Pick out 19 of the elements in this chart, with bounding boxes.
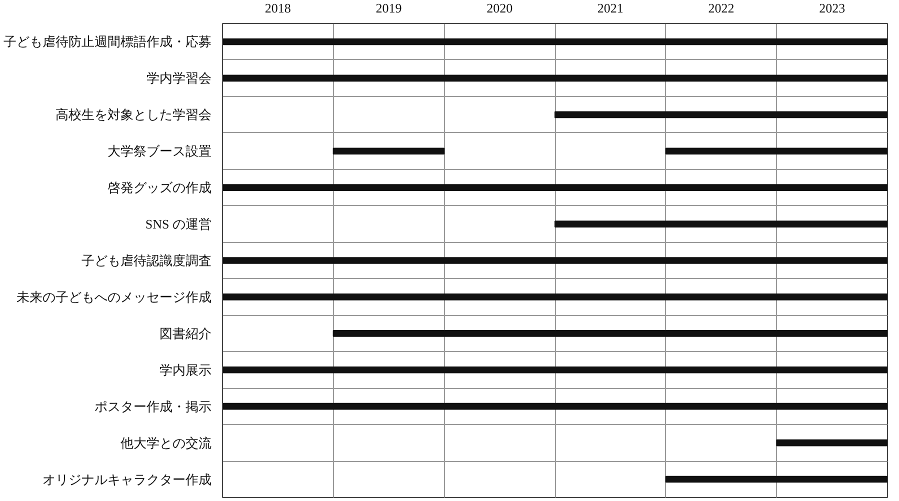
y-tick-label: 大学祭ブース設置 <box>108 144 212 159</box>
y-tick-label: 啓発グッズの作成 <box>108 180 212 196</box>
x-tick-label: 2021 <box>597 0 624 16</box>
x-tick-label: 2018 <box>264 0 291 16</box>
y-tick-label: 高校生を対象とした学習会 <box>56 107 212 122</box>
y-tick-label: 学内学習会 <box>146 70 212 86</box>
y-tick-label: SNS の運営 <box>145 216 212 232</box>
y-tick-label: 他大学との交流 <box>120 435 212 450</box>
x-tick-label: 2020 <box>486 0 513 16</box>
y-tick-label: 未来の子どもへのメッセージ作成 <box>16 289 212 304</box>
x-tick-label: 2019 <box>376 0 402 16</box>
y-tick-label: 子ども虐待認識度調査 <box>82 253 212 268</box>
y-tick-label: 学内展示 <box>160 362 212 378</box>
y-tick-label: オリジナルキャラクター作成 <box>42 472 212 487</box>
x-tick-label: 2023 <box>819 0 846 16</box>
y-tick-label: 図書紹介 <box>160 326 212 341</box>
x-tick-label: 2022 <box>708 0 734 16</box>
y-tick-label: ポスター作成・掲示 <box>94 398 212 414</box>
y-tick-label: 子ども虐待防止週間標語作成・応募 <box>4 34 212 50</box>
